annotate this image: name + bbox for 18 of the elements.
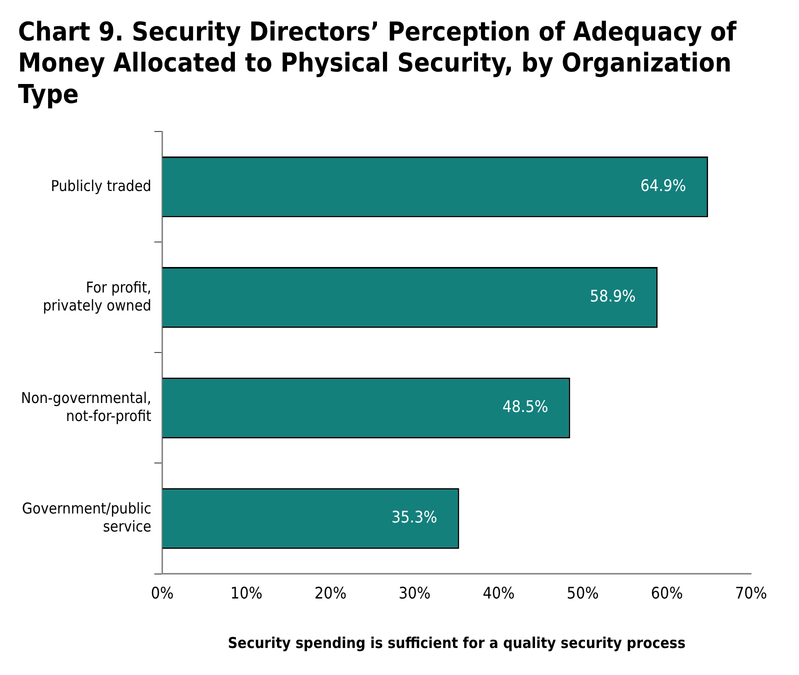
x-tick-label: 40%	[482, 584, 515, 603]
x-tick-label: 30%	[398, 584, 431, 603]
y-tick-label: Non-governmental, not-for-profit	[20, 388, 152, 425]
y-tick-label: For profit, privately owned	[42, 278, 152, 314]
data-label: 64.9%	[640, 176, 686, 196]
x-tick-label: 60%	[650, 584, 683, 603]
x-tick-label: 20%	[314, 584, 347, 603]
x-tick-label: 10%	[230, 584, 262, 603]
y-tick-label: Government/public service	[22, 499, 152, 536]
x-tick-label: 0%	[150, 584, 174, 603]
data-label: 35.3%	[391, 508, 438, 527]
data-label: 48.5%	[502, 397, 548, 416]
data-label: 58.9%	[590, 286, 636, 306]
x-tick-label: 70%	[735, 584, 767, 603]
chart-title: Chart 9. Security Directors’ Perception of Adequacy of Money Allocated to Physical Security, by Organization Type	[18, 17, 738, 110]
x-axis-title: Security spending is sufficient for a quality security process	[228, 634, 686, 652]
x-tick-label: 50%	[566, 584, 599, 603]
y-tick-label: Publicly traded	[50, 176, 152, 195]
